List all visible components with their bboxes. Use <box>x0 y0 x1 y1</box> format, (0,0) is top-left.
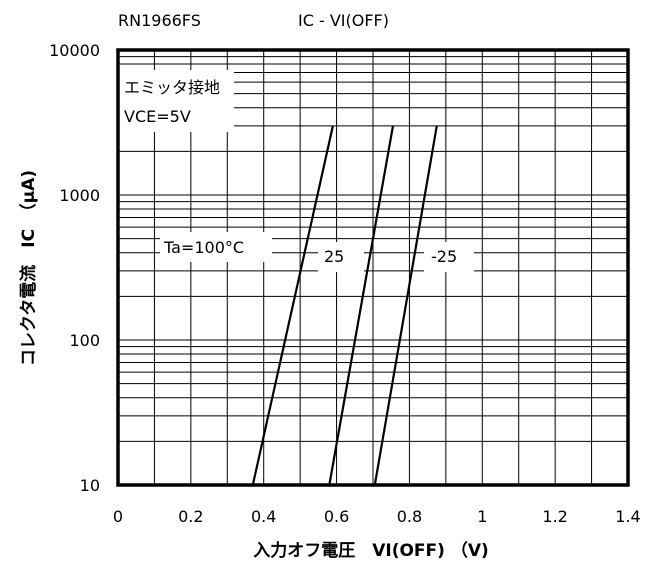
chart-title: IC - VI(OFF) <box>298 11 389 30</box>
y-axis-title: コレクタ電流 IC （μA) <box>18 170 39 366</box>
x-tick-label: 0.4 <box>251 507 276 526</box>
series-line-0 <box>251 125 334 486</box>
x-tick-label: 1 <box>477 507 487 526</box>
label-bg-neg25 <box>424 242 474 272</box>
condition-line-1: エミッタ接地 <box>124 78 220 97</box>
y-tick-labels: 10 100 1000 10000 <box>49 41 100 495</box>
y-tick-label: 100 <box>69 331 100 350</box>
condition-line-2: VCE=5V <box>124 107 191 126</box>
x-tick-label: 1.2 <box>542 507 567 526</box>
x-tick-label: 1.4 <box>615 507 640 526</box>
series-line-2 <box>373 125 438 486</box>
x-tick-label: 0.8 <box>397 507 422 526</box>
curves-layer <box>251 125 438 486</box>
curve-label-neg25: -25 <box>431 247 457 266</box>
y-tick-label: 10 <box>80 476 100 495</box>
part-number: RN1966FS <box>118 11 201 30</box>
condition-box <box>116 70 234 132</box>
label-bg-100c <box>160 232 272 262</box>
x-tick-label: 0.2 <box>178 507 203 526</box>
x-tick-label: 0 <box>113 507 123 526</box>
series-line-1 <box>328 125 395 486</box>
curve-label-100c: Ta=100°C <box>163 238 244 257</box>
curve-label-25: 25 <box>324 247 344 266</box>
x-tick-labels: 0 0.2 0.4 0.6 0.8 1 1.2 1.4 <box>113 507 641 526</box>
plot-frame <box>116 48 630 487</box>
label-bg-25 <box>318 242 364 272</box>
y-tick-label: 10000 <box>49 41 100 60</box>
x-tick-label: 0.6 <box>324 507 349 526</box>
y-tick-label: 1000 <box>59 186 100 205</box>
x-axis-title: 入力オフ電圧 VI(OFF) （V) <box>253 540 489 561</box>
